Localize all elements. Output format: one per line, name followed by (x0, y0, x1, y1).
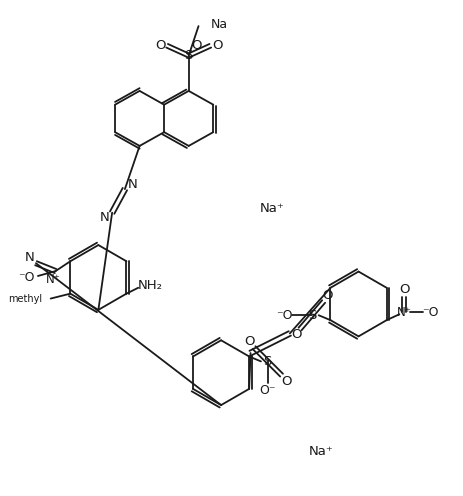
Text: N: N (128, 178, 138, 190)
Text: ⁻O: ⁻O (18, 271, 34, 284)
Text: N⁺: N⁺ (46, 273, 61, 286)
Text: S: S (184, 49, 193, 62)
Text: NH₂: NH₂ (137, 279, 162, 292)
Text: N⁺: N⁺ (396, 306, 411, 319)
Text: ⁻O: ⁻O (422, 306, 438, 319)
Text: Na⁺: Na⁺ (259, 202, 284, 215)
Text: O: O (155, 39, 165, 52)
Text: O: O (290, 328, 301, 341)
Text: O: O (398, 283, 409, 296)
Text: O: O (281, 374, 291, 387)
Text: O: O (212, 39, 222, 52)
Text: Na⁺: Na⁺ (308, 445, 333, 458)
Text: O: O (322, 289, 332, 302)
Text: methyl: methyl (8, 294, 42, 304)
Text: Na: Na (210, 18, 227, 31)
Text: N: N (99, 211, 109, 224)
Text: N: N (25, 251, 35, 264)
Text: O: O (244, 335, 254, 348)
Text: O: O (191, 39, 201, 52)
Text: S: S (263, 355, 271, 368)
Text: O⁻: O⁻ (259, 384, 275, 397)
Text: S: S (307, 309, 315, 322)
Text: ⁻O: ⁻O (275, 309, 292, 322)
